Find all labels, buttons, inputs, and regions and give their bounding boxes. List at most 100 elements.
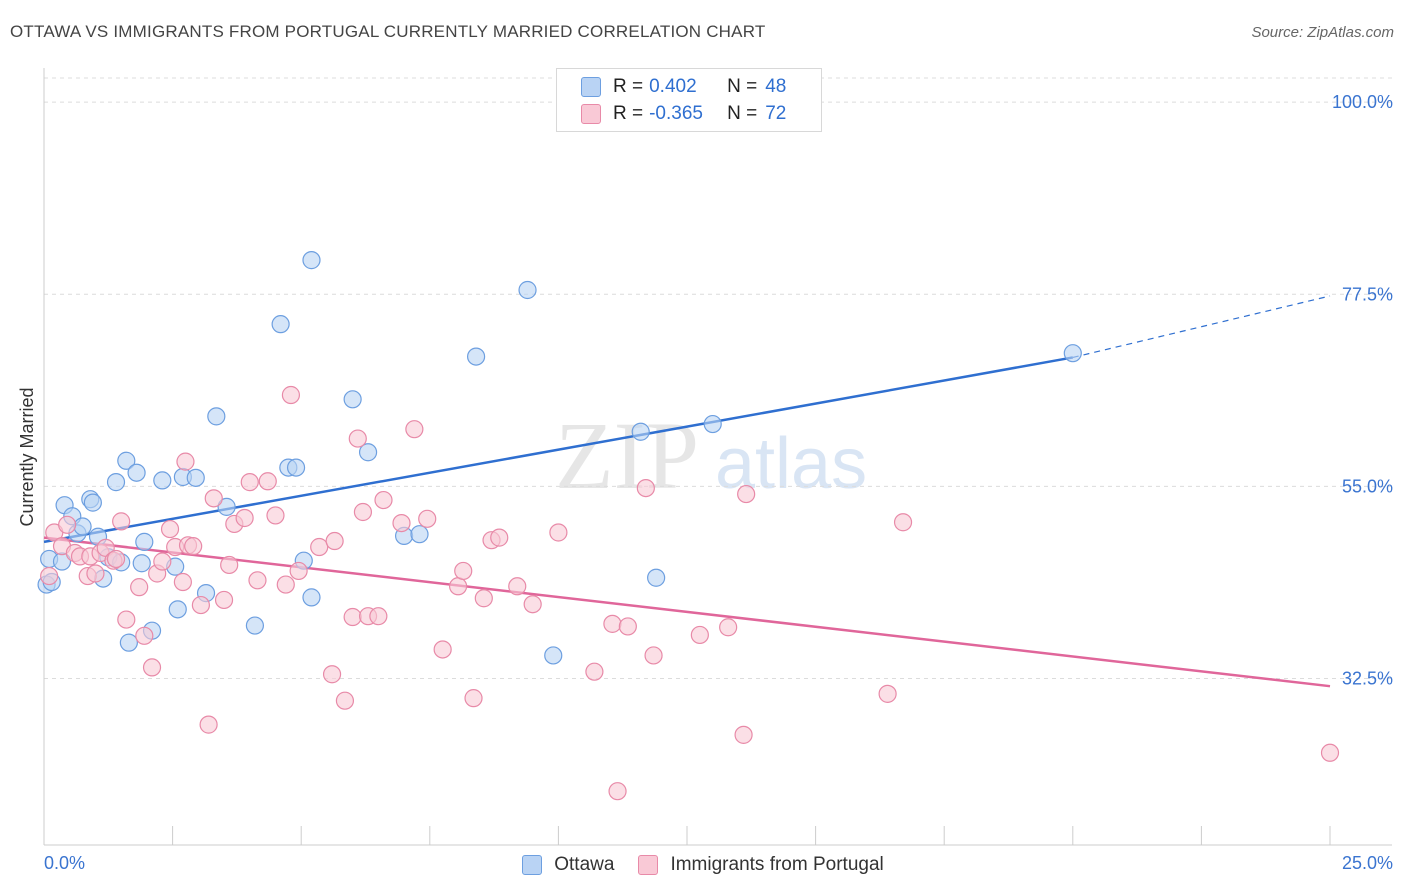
portugal-point: [335, 691, 355, 710]
portugal-point: [112, 512, 131, 531]
ottawa-point: [631, 422, 650, 441]
ottawa-point: [302, 588, 321, 607]
ottawa-point: [410, 525, 429, 544]
ottawa-point: [117, 451, 136, 470]
portugal-point: [117, 610, 136, 629]
portugal-point: [184, 537, 203, 556]
legend-item-ottawa: Ottawa: [522, 854, 614, 876]
watermark-zip: ZIP: [555, 402, 699, 509]
ottawa-point: [153, 471, 172, 490]
portugal-point: [135, 626, 154, 645]
ottawa-point: [518, 280, 537, 300]
legend-label-portugal: Immigrants from Portugal: [670, 854, 884, 875]
x-tick-label: 0.0%: [44, 853, 85, 873]
portugal-point: [214, 590, 234, 610]
watermark: ZIP atlas: [555, 402, 867, 509]
portugal-trendline: [43, 536, 1331, 688]
portugal-point: [508, 577, 527, 596]
data-points: [37, 251, 1340, 801]
legend-row-portugal: R = -0.365 N = 72: [581, 101, 786, 127]
portugal-point: [173, 572, 192, 592]
portugal-point: [289, 561, 308, 581]
portugal-point: [276, 575, 295, 594]
tick-labels: 100.0% 77.5% 55.0% 32.5% 0.0% 25.0%: [44, 92, 1393, 873]
n-value: 48: [765, 76, 787, 97]
portugal-point: [448, 577, 468, 596]
r-value: -0.365: [649, 103, 703, 124]
portugal-point: [343, 607, 362, 627]
legend-row-ottawa: R = 0.402 N = 48: [581, 74, 786, 100]
portugal-point: [142, 658, 162, 677]
portugal-point: [369, 607, 388, 626]
ottawa-point: [135, 532, 154, 551]
blue-swatch: [522, 855, 543, 875]
portugal-point: [58, 515, 77, 534]
ottawa-point: [703, 414, 722, 434]
portugal-point: [258, 472, 277, 491]
gridlines: [44, 77, 1392, 679]
r-value: 0.402: [649, 76, 697, 97]
portugal-point: [153, 552, 172, 571]
axes: [43, 68, 1392, 846]
ottawa-point: [466, 347, 486, 366]
pink-swatch: [638, 855, 659, 875]
portugal-point: [240, 473, 259, 492]
portugal-point: [176, 452, 195, 471]
ottawa-point: [245, 616, 265, 635]
n-label: N =: [727, 103, 758, 124]
ottawa-point: [358, 443, 378, 462]
n-label: N =: [727, 76, 758, 97]
portugal-point: [618, 617, 637, 636]
portugal-point: [636, 478, 655, 498]
portugal-point: [130, 578, 149, 597]
chart-title: OTTAWA VS IMMIGRANTS FROM PORTUGAL CURRE…: [10, 22, 766, 41]
portugal-point: [523, 595, 542, 614]
portugal-point: [248, 571, 267, 590]
portugal-point: [644, 646, 663, 665]
ottawa-point: [127, 463, 146, 482]
portugal-point: [86, 564, 105, 583]
pink-swatch: [581, 104, 601, 124]
legend-label-ottawa: Ottawa: [554, 854, 615, 875]
portugal-point: [549, 523, 568, 542]
ottawa-point: [207, 407, 226, 426]
y-axis-label: Currently Married: [17, 387, 37, 526]
portugal-point: [464, 689, 483, 708]
portugal-point: [893, 513, 913, 532]
ottawa-point: [83, 493, 102, 512]
portugal-point: [322, 665, 342, 684]
portugal-point: [40, 566, 59, 586]
portugal-point: [325, 531, 344, 551]
ottawa-point: [73, 517, 92, 536]
portugal-point: [719, 618, 738, 637]
ottawa-point: [343, 390, 362, 409]
trendlines: [43, 295, 1331, 688]
ottawa-trendline-extension: [1072, 295, 1331, 359]
portugal-point: [418, 509, 437, 528]
portugal-point: [220, 555, 239, 575]
portugal-point: [106, 549, 126, 569]
portugal-point: [160, 519, 180, 539]
portugal-point: [734, 725, 753, 744]
ottawa-point: [106, 473, 126, 492]
ottawa-point: [1063, 344, 1082, 363]
portugal-point: [204, 489, 223, 508]
ottawa-point: [647, 568, 666, 587]
portugal-point: [454, 561, 473, 581]
x-tick-label: 25.0%: [1342, 853, 1393, 873]
portugal-point: [1320, 743, 1340, 762]
portugal-point: [608, 782, 627, 801]
stats-legend: R = 0.402 N = 48 R = -0.365 N = 72: [556, 68, 822, 132]
source-label: Source: ZipAtlas.com: [1251, 24, 1394, 41]
ottawa-point: [271, 315, 290, 334]
portugal-point: [348, 429, 367, 448]
ottawa-point: [168, 600, 187, 619]
ottawa-point: [544, 646, 563, 665]
y-tick-label: 77.5%: [1342, 284, 1393, 304]
portugal-point: [392, 513, 411, 533]
portugal-point: [199, 715, 218, 734]
portugal-point: [737, 484, 756, 504]
r-label: R =: [613, 76, 644, 97]
ottawa-point: [302, 251, 321, 270]
portugal-point: [281, 385, 301, 405]
